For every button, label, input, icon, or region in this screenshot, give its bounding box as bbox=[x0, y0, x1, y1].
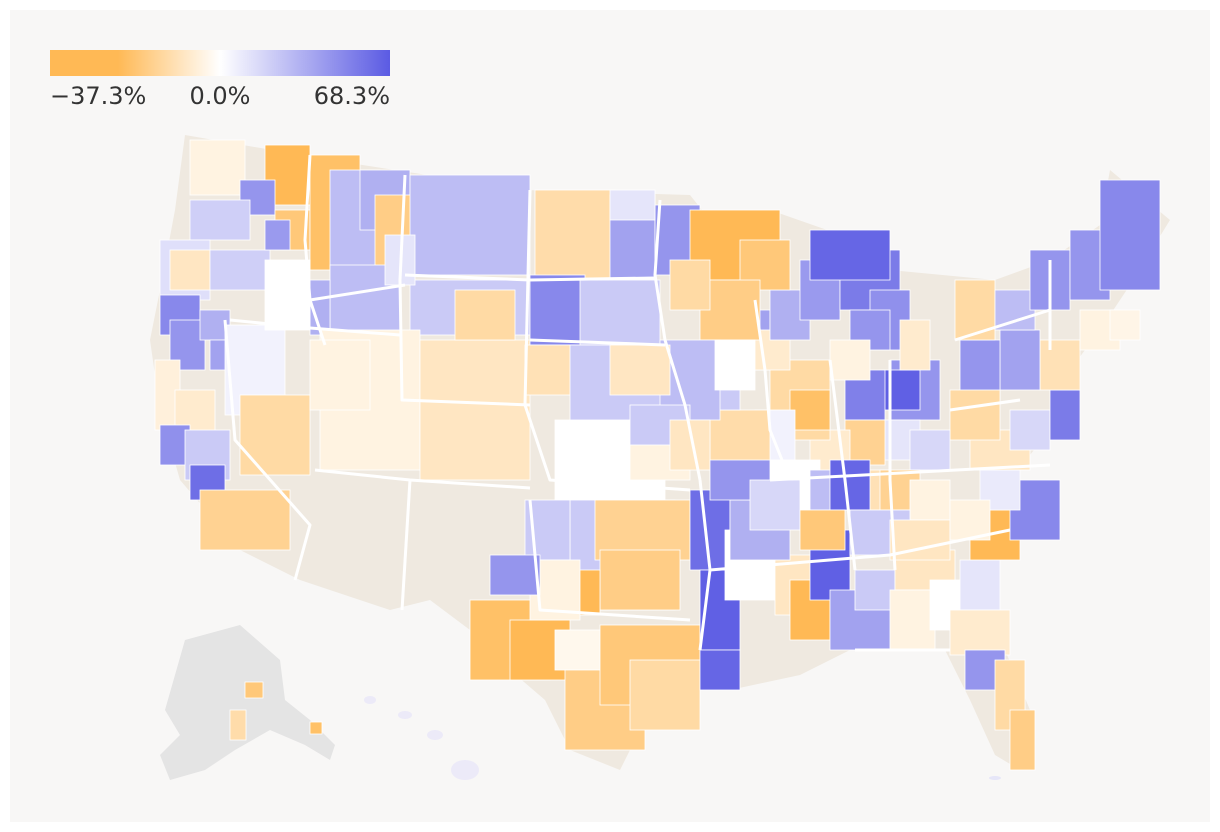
hawaii-islands bbox=[364, 696, 479, 780]
map-region bbox=[264, 259, 311, 331]
choropleth-map bbox=[150, 135, 1170, 780]
map-region bbox=[239, 394, 311, 476]
map-region bbox=[829, 339, 871, 381]
map-region bbox=[629, 659, 701, 731]
map-region bbox=[829, 459, 871, 511]
map-region bbox=[669, 259, 711, 311]
map-region bbox=[189, 199, 251, 241]
map-region bbox=[579, 279, 661, 346]
map-region bbox=[419, 339, 531, 481]
map-region bbox=[899, 319, 931, 371]
map-region bbox=[309, 339, 371, 411]
legend-gradient-bar bbox=[50, 50, 390, 76]
map-region bbox=[949, 389, 1001, 441]
map-region bbox=[1099, 179, 1161, 291]
map-region bbox=[949, 499, 991, 541]
map-region bbox=[879, 369, 921, 411]
map-region bbox=[454, 289, 516, 341]
map-region bbox=[949, 609, 1011, 656]
map-region bbox=[409, 174, 531, 276]
map-region bbox=[189, 139, 246, 196]
map-region bbox=[169, 249, 211, 291]
map-region bbox=[524, 344, 576, 396]
map-region bbox=[264, 219, 291, 251]
map-region bbox=[609, 344, 671, 396]
region-layer bbox=[154, 139, 1161, 771]
map-region bbox=[954, 279, 996, 341]
map-region bbox=[909, 429, 951, 471]
map-region bbox=[529, 274, 586, 346]
map-region bbox=[889, 589, 936, 651]
map-region bbox=[789, 389, 831, 431]
map-region bbox=[749, 479, 801, 531]
legend-labels: −37.3% 0.0% 68.3% bbox=[50, 82, 390, 116]
map-region bbox=[854, 569, 896, 611]
legend-mid-label: 0.0% bbox=[189, 82, 251, 110]
alaska-region bbox=[229, 709, 247, 741]
alaska-landmass bbox=[160, 625, 335, 780]
alaska-region bbox=[244, 681, 264, 699]
map-region bbox=[209, 249, 271, 291]
legend-min-label: −37.3% bbox=[50, 82, 147, 110]
map-region bbox=[489, 554, 541, 596]
map-region bbox=[1109, 309, 1141, 341]
map-region bbox=[1009, 709, 1036, 771]
state-borders bbox=[223, 154, 1052, 652]
florida-keys bbox=[989, 776, 1001, 780]
map-region bbox=[1009, 409, 1051, 451]
map-region bbox=[844, 419, 886, 466]
color-legend: −37.3% 0.0% 68.3% bbox=[50, 50, 390, 116]
map-region bbox=[239, 179, 276, 216]
map-region bbox=[909, 479, 951, 521]
map-canvas: −37.3% 0.0% 68.3% bbox=[10, 10, 1210, 822]
map-region bbox=[799, 509, 846, 551]
map-region bbox=[699, 649, 741, 691]
map-region bbox=[609, 189, 656, 221]
map-region bbox=[534, 189, 616, 281]
map-region bbox=[1039, 339, 1081, 391]
map-region bbox=[209, 339, 226, 371]
map-region bbox=[599, 549, 681, 611]
map-region bbox=[999, 329, 1041, 391]
map-region bbox=[959, 559, 1001, 611]
legend-max-label: 68.3% bbox=[313, 82, 390, 110]
alaska-region bbox=[309, 721, 323, 735]
map-region bbox=[1049, 389, 1081, 441]
map-region bbox=[809, 229, 891, 281]
map-region bbox=[199, 489, 291, 551]
map-region bbox=[714, 339, 756, 391]
